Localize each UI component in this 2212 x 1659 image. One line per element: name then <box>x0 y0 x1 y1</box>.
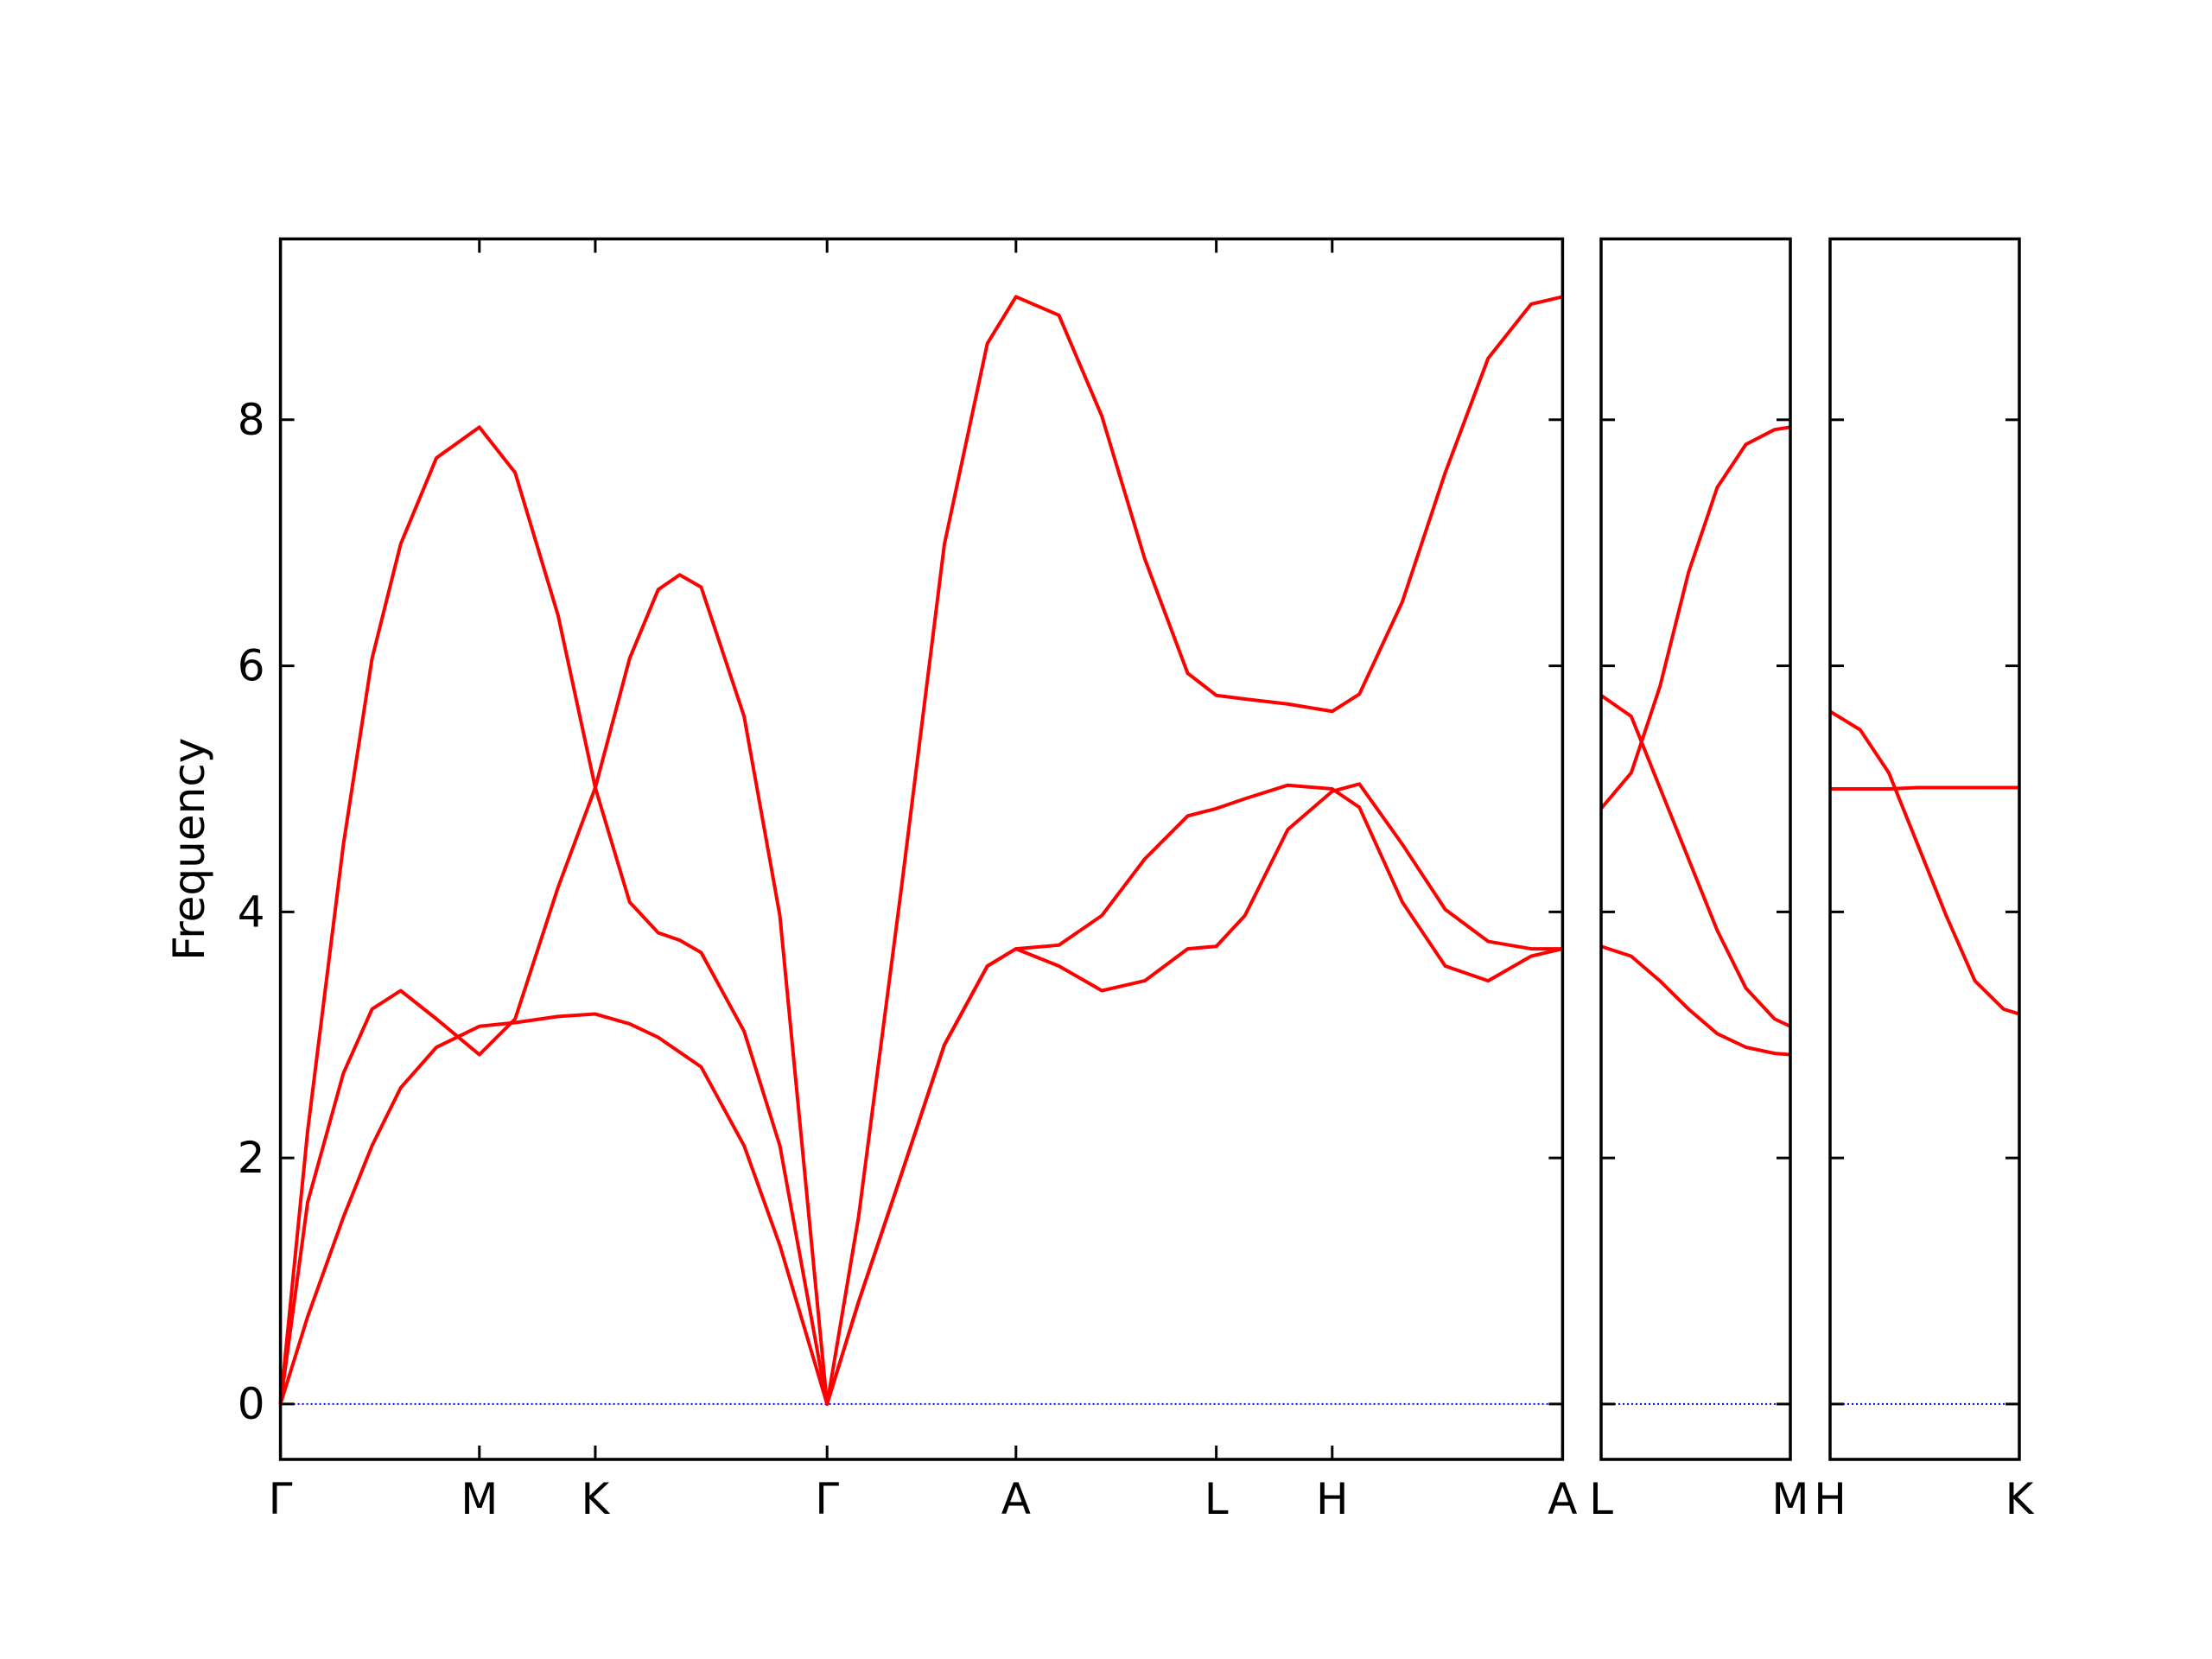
x-tick-label: L <box>1589 1474 1613 1524</box>
plot-frame <box>1828 237 2021 1461</box>
band-line <box>1828 709 2020 1016</box>
y-tick-label: 0 <box>238 1379 265 1429</box>
band-line <box>1830 785 2019 791</box>
y-tick-label: 2 <box>238 1133 265 1183</box>
x-tick-label: Γ <box>815 1474 839 1524</box>
x-tick-label: A <box>1548 1474 1577 1524</box>
x-tick-label: L <box>1205 1474 1229 1524</box>
band-line <box>1600 944 1791 1057</box>
band-line <box>278 782 1563 1406</box>
y-tick-label: 8 <box>238 395 265 445</box>
band-line <box>278 295 1563 1406</box>
y-axis-label: Frequency <box>164 738 214 961</box>
band-line <box>1599 694 1791 1028</box>
x-tick-label: M <box>1771 1474 1808 1524</box>
x-tick-label: H <box>1814 1474 1847 1524</box>
y-tick-label: 4 <box>238 887 265 937</box>
band-line <box>278 573 1563 1406</box>
x-tick-label: A <box>1001 1474 1031 1524</box>
plot-frame <box>278 237 1565 1461</box>
x-tick-label: Γ <box>269 1474 293 1524</box>
x-tick-label: K <box>582 1474 611 1524</box>
x-tick-label: H <box>1316 1474 1349 1524</box>
x-tick-label: K <box>2005 1474 2035 1524</box>
plot-frame <box>1599 237 1792 1461</box>
band-line <box>1599 425 1791 810</box>
y-tick-label: 6 <box>238 641 265 691</box>
x-tick-label: M <box>461 1474 498 1524</box>
